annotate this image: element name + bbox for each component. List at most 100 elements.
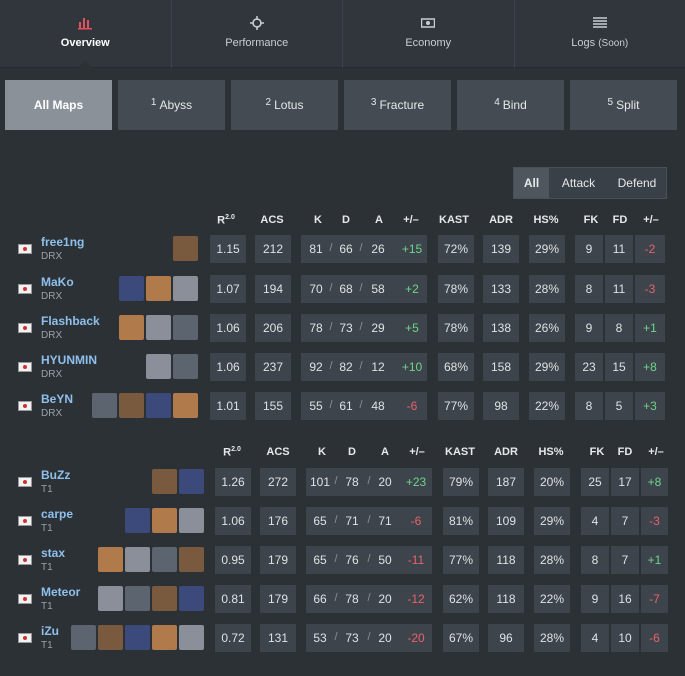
agent-icon <box>179 625 204 650</box>
tab-icon <box>421 18 436 28</box>
agent-icon <box>173 354 198 379</box>
stat-cell: +15 <box>397 235 427 263</box>
map-button[interactable]: 4 Bind <box>457 80 564 130</box>
stat-cell: 8 <box>575 392 603 420</box>
kda-value: 20 <box>378 631 392 645</box>
tab[interactable]: Logs (Soon) <box>515 0 685 68</box>
kda-value: 73 <box>339 321 353 335</box>
stat-cell: 5 <box>605 392 633 420</box>
kda-value: 66 <box>339 242 353 256</box>
tab[interactable]: Economy <box>343 0 515 68</box>
column-header: KAST <box>445 446 475 458</box>
kda-value: 26 <box>371 242 385 256</box>
stat-cell: 62% <box>443 585 479 613</box>
kda-value: 73 <box>345 631 359 645</box>
stat-cell: 9 <box>575 314 603 342</box>
tab[interactable]: Performance <box>172 0 343 68</box>
tab-icon <box>78 18 93 30</box>
agent-icon <box>146 354 171 379</box>
map-button[interactable]: 2 Lotus <box>231 80 338 130</box>
side-button[interactable]: Defend <box>617 176 657 190</box>
kda-value: 70 <box>309 282 323 296</box>
tab[interactable]: Overview <box>0 0 172 68</box>
map-name: Fracture <box>379 98 425 112</box>
stat-cell: 0.72 <box>215 624 251 652</box>
stat-cell: 109 <box>488 507 524 535</box>
stat-cell: 17 <box>611 468 639 496</box>
player-name[interactable]: HYUNMIN <box>41 353 97 367</box>
player-name[interactable]: iZu <box>41 624 59 638</box>
player-name[interactable]: stax <box>41 546 66 560</box>
kda-separator: / <box>334 631 338 643</box>
stat-cell: 23 <box>575 353 603 381</box>
column-header: FD <box>617 446 633 458</box>
stat-cell: 20% <box>534 468 570 496</box>
player-name[interactable]: MaKo <box>41 275 74 289</box>
map-button[interactable]: 1 Abyss <box>118 80 225 130</box>
agent-icon <box>146 315 171 340</box>
column-header: K <box>318 446 326 458</box>
player-name[interactable]: Meteor <box>41 585 81 599</box>
player-team: T1 <box>41 523 53 534</box>
kda-value: 101 <box>309 475 331 489</box>
stat-cell: 22% <box>529 392 565 420</box>
player-team: T1 <box>41 484 53 495</box>
stat-cell: 1.06 <box>210 314 246 342</box>
map-button[interactable]: 5 Split <box>570 80 677 130</box>
kda-cell <box>301 314 397 342</box>
kda-separator: / <box>329 282 333 294</box>
kda-cell <box>306 468 400 496</box>
tab-note: (Soon) <box>598 38 629 49</box>
kda-cell <box>301 275 397 303</box>
player-team: T1 <box>41 640 53 651</box>
player-team: DRX <box>41 251 63 262</box>
stat-cell: 9 <box>581 585 609 613</box>
player-name[interactable]: free1ng <box>41 235 85 249</box>
map-number: 2 <box>265 96 272 108</box>
map-number: 1 <box>150 96 157 108</box>
stat-cell: 1.26 <box>215 468 251 496</box>
stat-cell: 11 <box>605 235 633 263</box>
tab-text: Overview <box>60 37 110 49</box>
agent-icon <box>146 276 171 301</box>
side-button[interactable]: All <box>514 168 549 198</box>
player-name[interactable]: Flashback <box>41 314 100 328</box>
kda-separator: / <box>334 475 338 487</box>
map-button[interactable]: 3 Fracture <box>344 80 451 130</box>
kda-value: 48 <box>371 399 385 413</box>
stat-cell: 22% <box>534 585 570 613</box>
stat-cell: 133 <box>483 275 519 303</box>
map-number: 3 <box>370 96 377 108</box>
stat-cell: 29% <box>529 235 565 263</box>
player-name[interactable]: BeYN <box>41 392 74 406</box>
stat-cell: -20 <box>400 624 432 652</box>
stat-cell: 81% <box>443 507 479 535</box>
kda-separator: / <box>367 592 371 604</box>
agent-icon <box>179 469 204 494</box>
map-name: Lotus <box>274 98 304 112</box>
kda-value: 58 <box>371 282 385 296</box>
side-button[interactable]: Attack <box>561 176 596 190</box>
kda-value: 20 <box>378 592 392 606</box>
stat-cell: +5 <box>397 314 427 342</box>
stat-cell: 72% <box>438 235 474 263</box>
stat-cell: 176 <box>260 507 296 535</box>
kda-value: 71 <box>345 514 359 528</box>
player-team: DRX <box>41 408 63 419</box>
kda-cell <box>306 546 400 574</box>
player-name[interactable]: carpe <box>41 507 74 521</box>
map-button[interactable]: All Maps <box>5 80 112 130</box>
player-name[interactable]: BuZz <box>41 468 71 482</box>
column-header: +/– <box>409 446 425 458</box>
kda-value: 66 <box>313 592 327 606</box>
tab-label: Performance <box>172 37 343 49</box>
kda-separator: / <box>334 553 338 565</box>
stat-cell: 25 <box>581 468 609 496</box>
stat-cell: +23 <box>400 468 432 496</box>
kda-separator: / <box>367 553 371 565</box>
column-header: R2.0 <box>217 214 235 227</box>
flag <box>18 555 32 565</box>
tab-text: Performance <box>225 37 289 49</box>
kda-separator: / <box>334 592 338 604</box>
